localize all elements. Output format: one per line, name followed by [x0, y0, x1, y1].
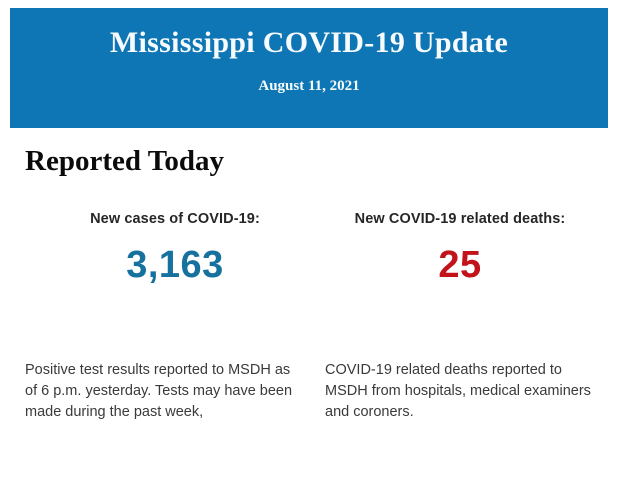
- new-deaths-value: 25: [438, 244, 482, 286]
- new-cases-column: New cases of COVID-19: 3,163: [25, 178, 325, 284]
- descriptions-row: Positive test results reported to MSDH a…: [25, 345, 595, 437]
- report-date: August 11, 2021: [258, 78, 360, 94]
- section-heading: Reported Today: [25, 145, 225, 177]
- deaths-description-column: COVID-19 related deaths reported to MSDH…: [325, 345, 595, 437]
- new-cases-label: New cases of COVID-19:: [90, 211, 260, 227]
- cases-description: Positive test results reported to MSDH a…: [25, 361, 293, 420]
- page-title: Mississippi COVID-19 Update: [109, 26, 509, 59]
- new-cases-value: 3,163: [126, 244, 224, 286]
- stats-row: New cases of COVID-19: 3,163 New COVID-1…: [25, 178, 595, 284]
- new-deaths-label: New COVID-19 related deaths:: [354, 211, 566, 227]
- deaths-description: COVID-19 related deaths reported to MSDH…: [325, 361, 591, 420]
- report-content: Reported Today New cases of COVID-19: 3,…: [0, 128, 620, 437]
- header-banner: Mississippi COVID-19 Update August 11, 2…: [10, 8, 608, 128]
- new-deaths-column: New COVID-19 related deaths: 25: [325, 178, 595, 284]
- cases-description-column: Positive test results reported to MSDH a…: [25, 345, 325, 437]
